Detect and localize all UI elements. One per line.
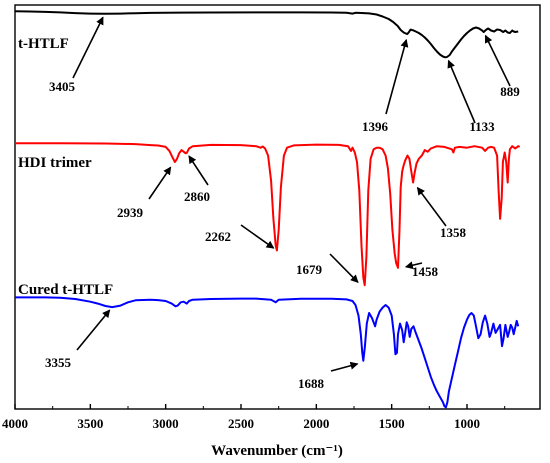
annotation-arrow <box>148 166 172 200</box>
annotation-label: 3355 <box>45 355 72 370</box>
series-line-t-htlf <box>14 10 519 59</box>
x-tick-label: 4000 <box>2 416 28 431</box>
x-tick-label: 2000 <box>303 416 329 431</box>
x-tick-label: 1500 <box>379 416 405 431</box>
annotation-arrow <box>240 224 275 249</box>
annotation-label: 3405 <box>49 79 76 94</box>
annotation-label: 1358 <box>440 225 467 240</box>
annotation-arrow <box>329 253 359 284</box>
x-axis-ticks: 4000 3500 3000 2500 2000 1500 1000 <box>2 404 506 431</box>
annotation-arrow <box>447 59 476 124</box>
series-line-hdi-trimer <box>15 142 521 287</box>
annotation-label: 2860 <box>184 189 210 204</box>
series-label: t-HTLF <box>18 36 69 52</box>
annotation-arrow <box>416 186 447 227</box>
annotation-label: 1133 <box>469 119 495 134</box>
x-axis-label: Wavenumber (cm⁻¹) <box>211 443 343 459</box>
annotation-label: 1679 <box>296 262 323 277</box>
annotation-label: 1688 <box>298 376 325 391</box>
annotation-label: 1396 <box>362 119 389 134</box>
annotation-arrow <box>76 309 111 351</box>
peak-annotations: 3405 1396 1133 889 2939 2860 2262 1679 1458 1358 3… <box>45 16 520 391</box>
annotation-label: 889 <box>500 84 520 99</box>
series-layer <box>14 10 521 409</box>
x-tick-label: 1000 <box>454 416 480 431</box>
x-tick-label: 3500 <box>77 416 103 431</box>
x-tick-label: 3000 <box>153 416 179 431</box>
series-line-cured-t-htlf <box>15 296 520 409</box>
annotation-arrow <box>72 16 104 79</box>
x-tick-label: 2500 <box>228 416 254 431</box>
annotation-label: 2939 <box>117 205 144 220</box>
plot-frame <box>14 4 541 410</box>
annotation-arrow <box>330 361 359 372</box>
series-labels: t-HTLF HDI trimer Cured t-HTLF <box>18 36 113 298</box>
series-label: Cured t-HTLF <box>18 282 113 298</box>
annotation-arrow <box>188 155 209 186</box>
annotation-label: 1458 <box>412 264 439 279</box>
annotation-label: 2262 <box>205 229 231 244</box>
annotation-arrow <box>385 38 409 115</box>
annotation-arrow <box>404 261 423 270</box>
annotation-arrow <box>484 34 511 87</box>
series-label: HDI trimer <box>18 155 92 171</box>
